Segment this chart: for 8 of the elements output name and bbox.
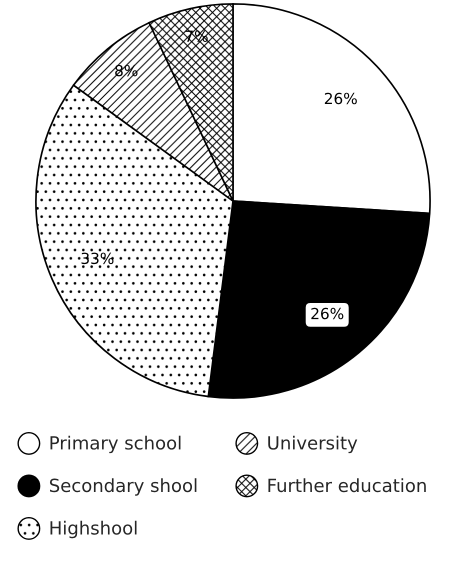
legend-label: Primary school <box>50 436 180 454</box>
data-label: 26% <box>324 92 357 104</box>
legend-label: Highshool <box>50 520 137 538</box>
legend-label: University <box>268 436 358 454</box>
data-label: 26% <box>311 308 344 320</box>
data-label: 33% <box>82 252 114 264</box>
legend-label: Further education <box>268 478 426 492</box>
legend-label: Secondary shool <box>50 478 196 496</box>
